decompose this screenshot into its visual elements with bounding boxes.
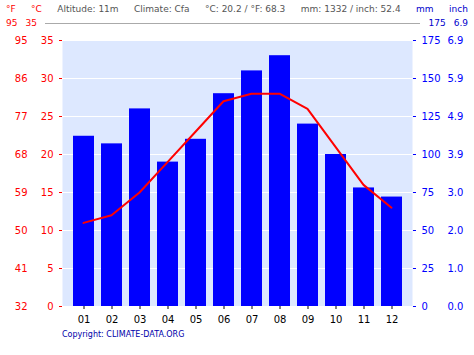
html-text:Climate: Cfa: Climate: Cfa bbox=[134, 4, 190, 14]
svg-text:06: 06 bbox=[218, 314, 231, 325]
svg-text:11: 11 bbox=[358, 314, 371, 325]
svg-text:09: 09 bbox=[302, 314, 315, 325]
html-text:inch: inch bbox=[449, 4, 468, 14]
svg-text:0: 0 bbox=[47, 301, 53, 312]
html-text:175: 175 bbox=[428, 18, 446, 28]
svg-text:5: 5 bbox=[47, 263, 53, 274]
svg-text:03: 03 bbox=[134, 314, 147, 325]
svg-text:35: 35 bbox=[41, 35, 54, 46]
svg-text:5.9: 5.9 bbox=[448, 73, 464, 84]
svg-text:05: 05 bbox=[190, 314, 203, 325]
svg-text:15: 15 bbox=[41, 187, 54, 198]
svg-text:68: 68 bbox=[15, 149, 28, 160]
svg-text:32: 32 bbox=[15, 301, 28, 312]
svg-text:59: 59 bbox=[15, 187, 28, 198]
svg-text:100: 100 bbox=[422, 149, 441, 160]
html-text:35: 35 bbox=[25, 18, 37, 28]
svg-text:20: 20 bbox=[41, 149, 54, 160]
svg-text:08: 08 bbox=[274, 314, 287, 325]
svg-text:07: 07 bbox=[246, 314, 259, 325]
svg-text:2.0: 2.0 bbox=[448, 225, 464, 236]
svg-text:30: 30 bbox=[41, 73, 54, 84]
svg-text:10: 10 bbox=[41, 225, 54, 236]
svg-text:0: 0 bbox=[422, 301, 428, 312]
svg-text:175: 175 bbox=[422, 35, 441, 46]
html-text:Altitude: 11m: Altitude: 11m bbox=[57, 4, 119, 14]
svg-text:125: 125 bbox=[422, 111, 441, 122]
svg-text:4.9: 4.9 bbox=[448, 111, 464, 122]
svg-text:25: 25 bbox=[41, 111, 54, 122]
html-text:6.9: 6.9 bbox=[453, 18, 468, 28]
html-text:95: 95 bbox=[6, 18, 18, 28]
svg-text:02: 02 bbox=[106, 314, 119, 325]
svg-text:41: 41 bbox=[15, 263, 28, 274]
html-text:°F: °F bbox=[6, 4, 16, 14]
svg-text:6.9: 6.9 bbox=[448, 35, 464, 46]
svg-text:3.9: 3.9 bbox=[448, 149, 464, 160]
html-text:Copyright: CLIMATE-DATA.ORG: Copyright: CLIMATE-DATA.ORG bbox=[62, 330, 185, 339]
svg-text:25: 25 bbox=[422, 263, 435, 274]
svg-text:04: 04 bbox=[162, 314, 175, 325]
html-text:°C: 20.2 / °F: 68.3: °C: 20.2 / °F: 68.3 bbox=[205, 4, 286, 14]
svg-text:86: 86 bbox=[15, 73, 28, 84]
svg-text:50: 50 bbox=[15, 225, 28, 236]
html-text:mm: 1332 / inch: 52.4: mm: 1332 / inch: 52.4 bbox=[300, 4, 401, 14]
svg-text:75: 75 bbox=[422, 187, 435, 198]
svg-text:77: 77 bbox=[15, 111, 28, 122]
svg-text:3.0: 3.0 bbox=[448, 187, 464, 198]
svg-text:10: 10 bbox=[330, 314, 343, 325]
svg-text:12: 12 bbox=[386, 314, 399, 325]
html-text:°C: °C bbox=[31, 4, 42, 14]
svg-text:0.0: 0.0 bbox=[448, 301, 464, 312]
svg-text:95: 95 bbox=[15, 35, 28, 46]
svg-text:50: 50 bbox=[422, 225, 435, 236]
svg-text:01: 01 bbox=[78, 314, 91, 325]
svg-text:1.0: 1.0 bbox=[448, 263, 464, 274]
svg-text:150: 150 bbox=[422, 73, 441, 84]
html-text:mm: mm bbox=[416, 4, 434, 14]
